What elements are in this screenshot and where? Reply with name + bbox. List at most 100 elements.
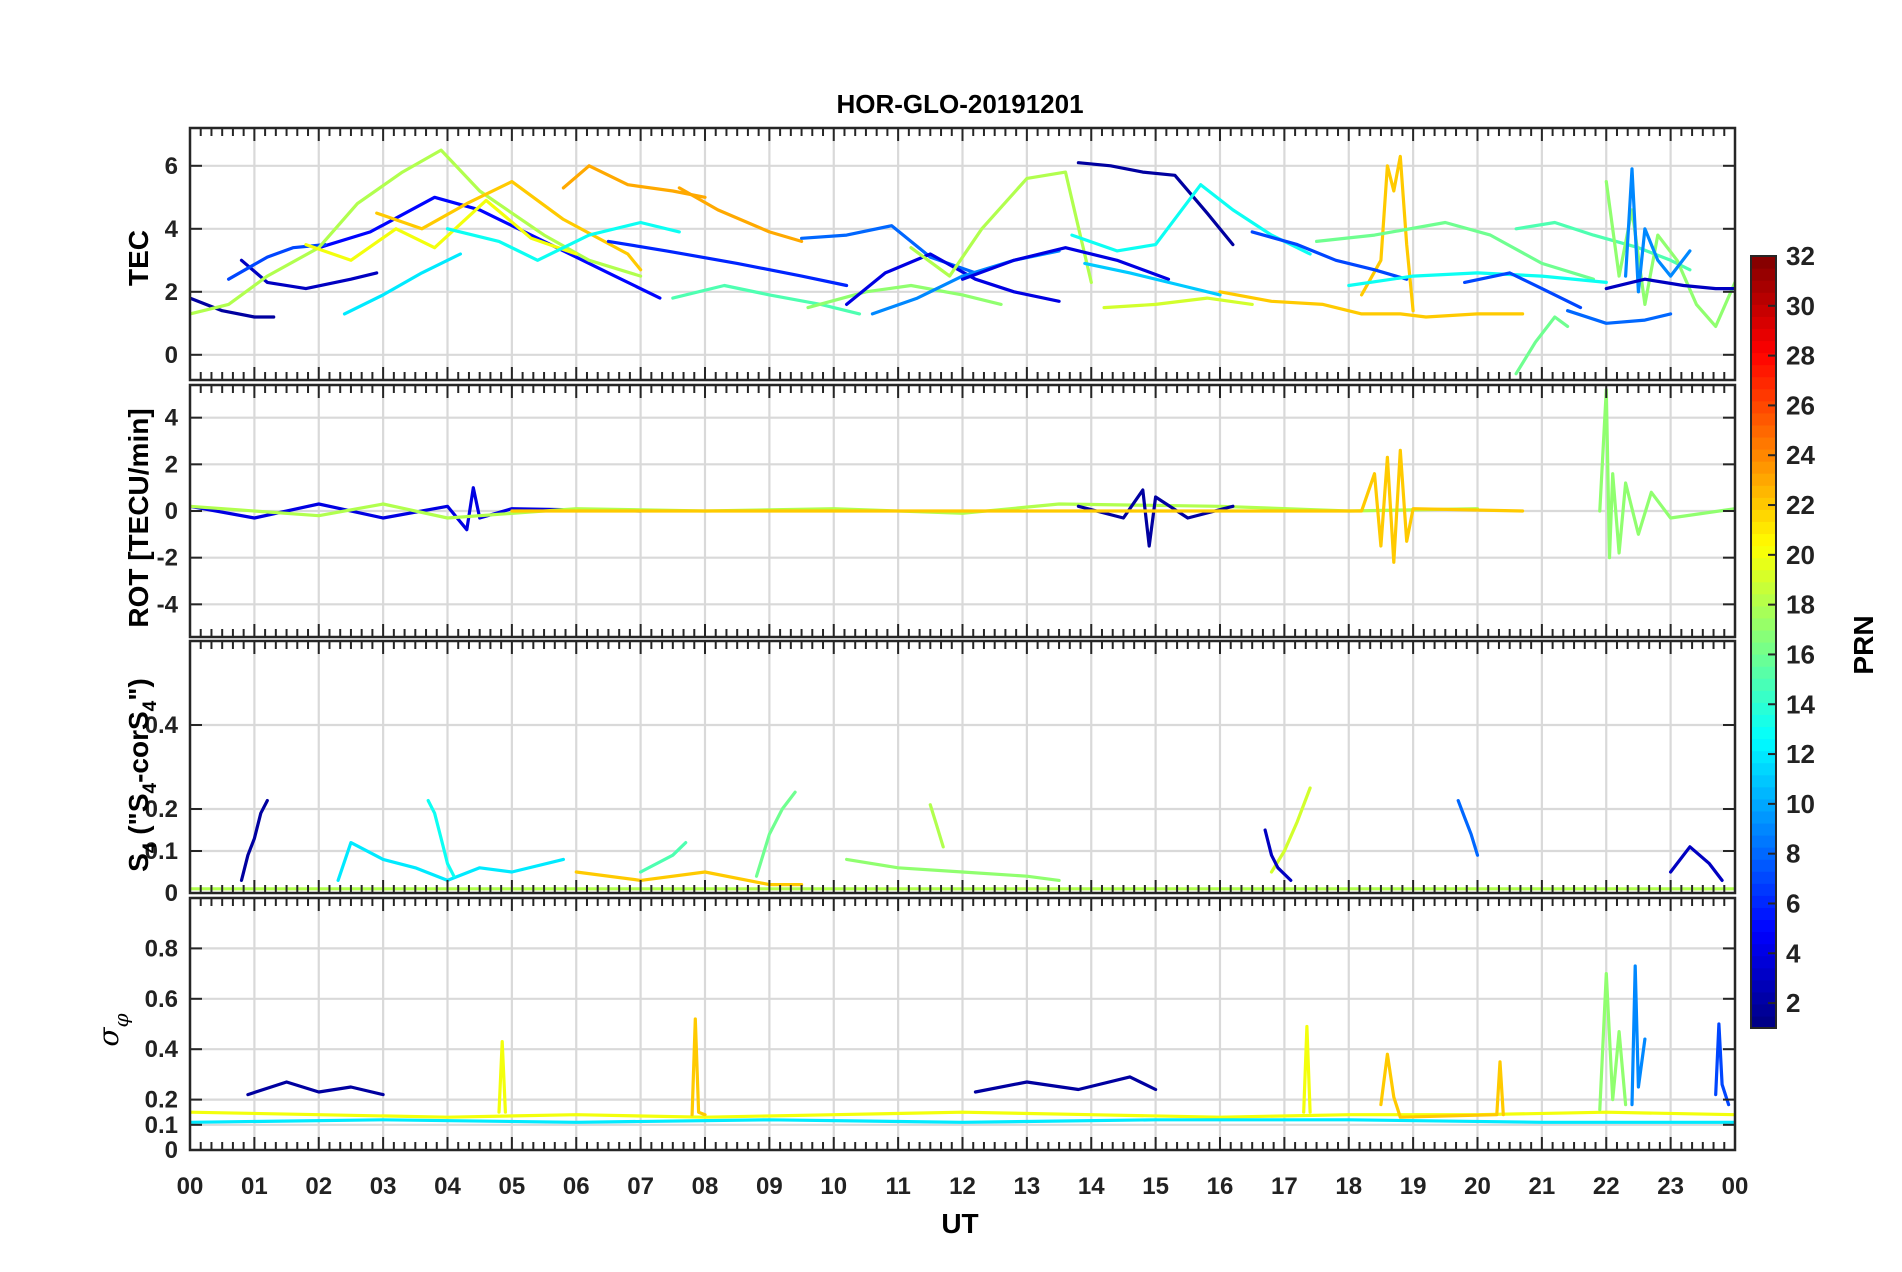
colorbar-swatch bbox=[1751, 557, 1776, 571]
colorbar-swatch bbox=[1751, 424, 1776, 438]
colorbar-swatch bbox=[1751, 895, 1776, 908]
colorbar-swatch bbox=[1751, 449, 1776, 462]
series-prn-15 bbox=[671, 283, 862, 316]
series-prn-22 bbox=[1359, 154, 1415, 313]
colorbar-tick-label: 32 bbox=[1786, 241, 1815, 271]
y-tick-label: 0 bbox=[165, 498, 178, 525]
colorbar-tick-label: 28 bbox=[1786, 341, 1815, 371]
x-tick-label: 23 bbox=[1657, 1173, 1684, 1200]
x-tick-label: 20 bbox=[1464, 1173, 1491, 1200]
colorbar-swatch bbox=[1751, 461, 1776, 474]
colorbar-tick-label: 30 bbox=[1786, 291, 1815, 321]
colorbar-swatch bbox=[1751, 545, 1776, 559]
series-prn-4 bbox=[960, 246, 1171, 281]
colorbar-swatch bbox=[1751, 810, 1776, 824]
series-prn-17 bbox=[1598, 388, 1735, 560]
series-prn-19 bbox=[1102, 296, 1254, 310]
colorbar-tick-label: 4 bbox=[1786, 938, 1801, 968]
colorbar-tick-label: 14 bbox=[1786, 689, 1815, 719]
y-tick-label: 0 bbox=[165, 1137, 178, 1164]
series-prn-16 bbox=[1514, 315, 1570, 376]
x-tick-label: 16 bbox=[1207, 1173, 1234, 1200]
colorbar-tick-label: 22 bbox=[1786, 490, 1815, 520]
colorbar-swatch bbox=[1751, 798, 1776, 812]
x-tick-label: 12 bbox=[949, 1173, 976, 1200]
colorbar-swatch bbox=[1751, 581, 1776, 595]
y-tick-label: 2 bbox=[165, 451, 178, 478]
x-tick-label: 11 bbox=[885, 1173, 910, 1200]
colorbar-tick-label: 26 bbox=[1786, 390, 1815, 420]
x-tick-label: 02 bbox=[305, 1173, 332, 1200]
x-tick-label: 18 bbox=[1335, 1173, 1362, 1200]
series-prn-17 bbox=[806, 283, 1003, 310]
x-tick-label: 13 bbox=[1014, 1173, 1041, 1200]
colorbar-swatch bbox=[1751, 967, 1776, 981]
tec-panel: 0 2 4 6 bbox=[165, 126, 1737, 382]
colorbar-swatch bbox=[1751, 991, 1776, 1005]
series-prn-23 bbox=[561, 164, 707, 199]
colorbar: 32 30 28 26 24 22 20 18 16 14 12 10 8 6 4 2 bbox=[1750, 241, 1815, 1029]
series-prn-7 bbox=[1714, 1022, 1731, 1107]
colorbar-swatch bbox=[1751, 473, 1776, 486]
colorbar-swatch bbox=[1751, 497, 1776, 510]
series-prn-2 bbox=[246, 1080, 385, 1097]
s4-panel: 0 0.1 0.2 0.4 bbox=[145, 639, 1737, 907]
series-prn-13 bbox=[426, 798, 456, 878]
x-tick-label: 22 bbox=[1593, 1173, 1620, 1200]
series-prn-22 bbox=[375, 180, 643, 272]
colorbar-swatch bbox=[1751, 605, 1776, 619]
colorbar-swatch bbox=[1751, 485, 1776, 498]
colorbar-swatch bbox=[1751, 376, 1776, 390]
colorbar-swatch bbox=[1751, 738, 1776, 752]
series-group bbox=[190, 148, 1735, 376]
colorbar-swatch bbox=[1751, 328, 1776, 342]
y-tick-label: 0.4 bbox=[145, 712, 179, 739]
x-tick-label: 05 bbox=[499, 1173, 526, 1200]
y-tick-label: -2 bbox=[157, 545, 178, 572]
series-prn-5 bbox=[317, 195, 662, 300]
colorbar-swatch bbox=[1751, 750, 1776, 764]
colorbar-swatch bbox=[1751, 256, 1776, 269]
series-prn-9 bbox=[1630, 964, 1647, 1107]
series-prn-13 bbox=[1347, 271, 1608, 288]
series-prn-19 bbox=[1269, 786, 1312, 874]
colorbar-swatch bbox=[1751, 690, 1776, 703]
colorbar-swatch bbox=[1751, 364, 1776, 378]
colorbar-swatch bbox=[1751, 955, 1776, 969]
series-group bbox=[190, 388, 1735, 564]
series-prn-22 bbox=[574, 870, 804, 887]
series-prn-7 bbox=[1250, 230, 1409, 281]
series-prn-3 bbox=[1263, 828, 1293, 883]
colorbar-swatch bbox=[1751, 388, 1776, 402]
series-prn-17 bbox=[1598, 971, 1628, 1112]
series-prn-18 bbox=[190, 148, 643, 316]
series-prn-9 bbox=[1623, 167, 1692, 294]
x-tick-label: 07 bbox=[627, 1173, 654, 1200]
colorbar-swatch bbox=[1751, 931, 1776, 945]
colorbar-swatch bbox=[1751, 352, 1776, 366]
colorbar-swatch bbox=[1751, 340, 1776, 354]
colorbar-swatch bbox=[1751, 714, 1776, 728]
x-tick-label: 09 bbox=[756, 1173, 783, 1200]
colorbar-swatch bbox=[1751, 292, 1776, 305]
series-prn-20 bbox=[1302, 1024, 1312, 1114]
colorbar-swatch bbox=[1751, 654, 1776, 667]
y-tick-label: 4 bbox=[165, 405, 179, 432]
series-prn-18 bbox=[928, 803, 945, 849]
y-tick-label: 0.2 bbox=[145, 1087, 178, 1114]
colorbar-tick-label: 6 bbox=[1786, 888, 1800, 918]
colorbar-tick-label: 16 bbox=[1786, 639, 1815, 669]
series-prn-20 bbox=[497, 1039, 507, 1114]
colorbar-swatch bbox=[1751, 786, 1776, 800]
y-tick-label: 2 bbox=[165, 279, 178, 306]
series-prn-12 bbox=[190, 1118, 1735, 1124]
y-tick-label: 0.2 bbox=[145, 796, 178, 823]
colorbar-swatch bbox=[1751, 280, 1776, 293]
rot-panel: -4 -2 0 2 4 bbox=[157, 383, 1737, 639]
series-prn-7 bbox=[1462, 271, 1583, 310]
x-axis-label: UT bbox=[941, 1208, 978, 1239]
series-prn-18 bbox=[909, 170, 1093, 284]
series-group bbox=[190, 964, 1735, 1124]
series-prn-2 bbox=[973, 1075, 1158, 1094]
colorbar-swatch bbox=[1751, 629, 1776, 643]
